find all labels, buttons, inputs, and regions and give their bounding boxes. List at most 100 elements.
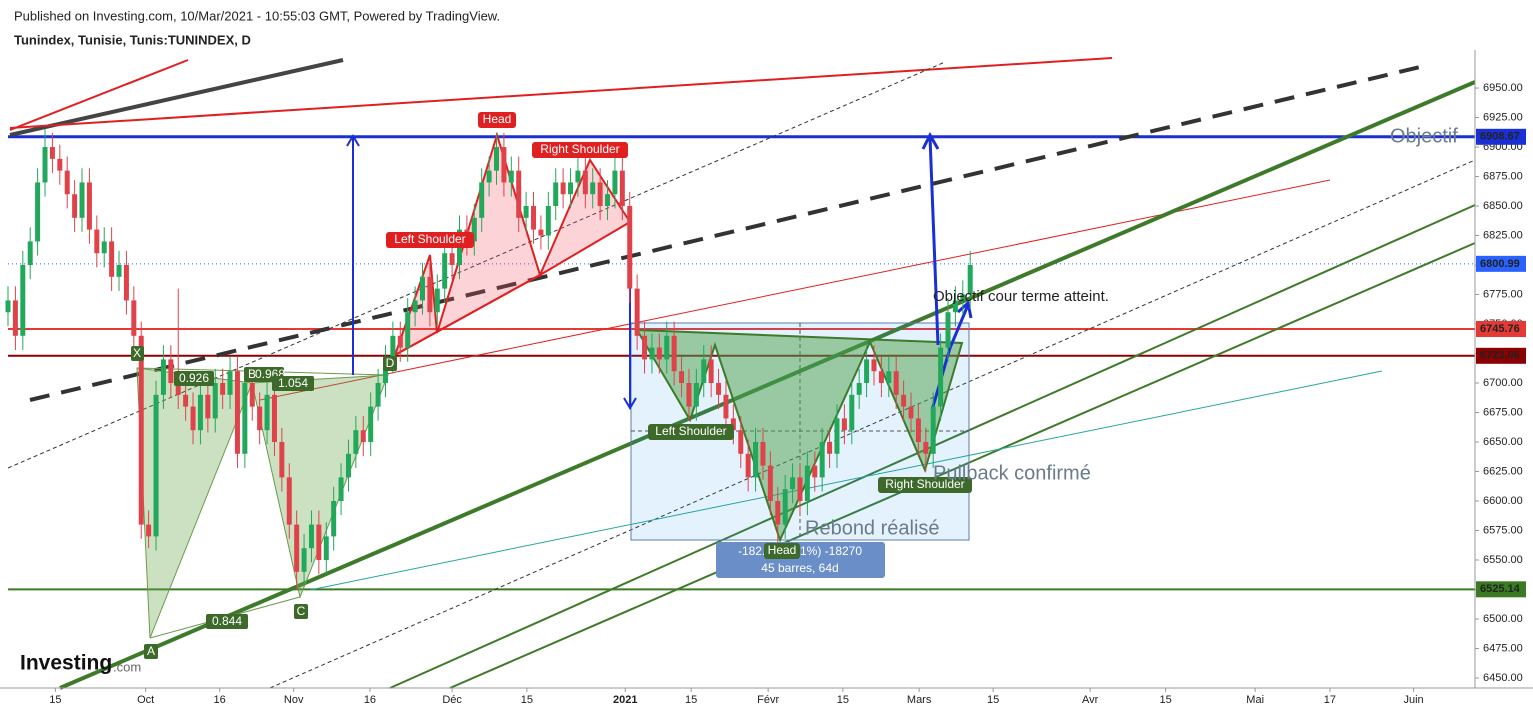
candle-body	[856, 383, 862, 395]
candle-body	[427, 276, 433, 313]
trendline	[269, 159, 1476, 689]
price-label-bg	[1476, 321, 1526, 338]
candle-body	[35, 182, 41, 242]
tag-bg	[206, 614, 248, 629]
candle-body	[471, 217, 477, 242]
candle-body	[397, 335, 403, 348]
x-tick-label: 16	[364, 694, 376, 706]
x-tick-label: Avr	[1082, 694, 1099, 706]
candle-body	[693, 383, 699, 407]
candle-body	[560, 182, 566, 195]
logo: Investing .com	[20, 652, 141, 675]
trendline	[449, 242, 1476, 689]
candle-body	[582, 170, 588, 195]
candle-body	[434, 288, 440, 313]
pattern-point: A	[147, 644, 155, 658]
candle-body	[753, 441, 759, 478]
candle-body	[20, 265, 26, 336]
candle-body	[523, 206, 529, 218]
candle-body	[42, 147, 48, 183]
candle-body	[612, 170, 618, 195]
candle-body	[494, 147, 500, 171]
arrow-head	[956, 300, 973, 319]
arrow-head	[921, 131, 940, 150]
candle-body	[175, 383, 181, 395]
candle-body	[775, 500, 781, 525]
candle-body	[338, 477, 344, 501]
candle-body	[686, 383, 692, 407]
candle-body	[227, 371, 233, 395]
candle-body	[101, 241, 107, 254]
candle-body	[79, 182, 85, 218]
candle-body	[827, 441, 833, 454]
candle-body	[316, 524, 322, 560]
candle-body	[442, 253, 448, 289]
x-tick-label: Juin	[1403, 694, 1423, 706]
candle-body	[834, 418, 840, 454]
candle-body	[168, 359, 174, 384]
candle-body	[516, 170, 522, 218]
candle-body	[249, 383, 255, 407]
candle-body	[930, 406, 936, 454]
candle-body	[301, 548, 307, 572]
candle-body	[812, 465, 818, 478]
candle-body	[160, 359, 166, 395]
tag-bg	[131, 346, 144, 361]
trendline	[259, 179, 1331, 401]
candle-body	[27, 241, 33, 266]
candle-body	[656, 347, 662, 360]
tag-bg	[764, 543, 800, 559]
y-tick-label: 6475.00	[1483, 642, 1523, 654]
candle-body	[375, 383, 381, 407]
candle-body	[72, 194, 78, 218]
candle-body	[664, 335, 670, 360]
pattern-point: D	[386, 356, 395, 370]
candle-body	[738, 430, 744, 454]
candle-body	[264, 394, 270, 431]
candle-body	[331, 500, 337, 537]
axis-labels: 6450.006475.006500.006525.006550.006575.…	[49, 82, 1526, 706]
annotation: Left Shoulder	[655, 424, 726, 438]
target-arrow	[930, 304, 970, 411]
trendline	[9, 58, 344, 137]
annotation: Objectif	[1390, 125, 1458, 147]
annotation: Objectif cour terme atteint.	[933, 288, 1109, 305]
candle-body	[915, 418, 921, 442]
candle-body	[190, 406, 196, 431]
candle-body	[286, 477, 292, 525]
inverse-head-shoulders	[635, 328, 964, 543]
arrow-head	[346, 134, 360, 147]
tag-bg	[144, 644, 158, 659]
price-label: 6800.99	[1480, 258, 1520, 270]
candle-body	[938, 347, 944, 407]
candle-body	[205, 394, 211, 419]
tag-bg	[386, 232, 474, 248]
y-tick-label: 6450.00	[1483, 672, 1523, 684]
pattern-ratio: 0.926	[179, 371, 209, 385]
y-tick-label: 6775.00	[1483, 288, 1523, 300]
candle-body	[449, 253, 455, 266]
candle-body	[901, 394, 907, 407]
tag-bg	[478, 112, 516, 128]
y-tick-label: 6875.00	[1483, 170, 1523, 182]
candle-body	[871, 359, 877, 372]
y-tick-label: 6575.00	[1483, 524, 1523, 536]
candle-body	[671, 335, 677, 372]
candle-body	[730, 418, 736, 431]
y-tick-label: 6825.00	[1483, 229, 1523, 241]
logo-brand: Investing	[20, 652, 112, 675]
candle-body	[538, 229, 544, 236]
candle-body	[501, 147, 507, 183]
target-arrow	[928, 136, 940, 346]
candle-body	[308, 524, 314, 549]
candle-body	[360, 430, 366, 442]
candle-body	[723, 394, 729, 419]
candle-body	[323, 536, 329, 560]
candle-body	[412, 300, 418, 313]
candle-body	[220, 383, 226, 395]
annotation: Head	[483, 112, 512, 126]
candle-body	[819, 441, 825, 478]
y-tick-label: 6625.00	[1483, 465, 1523, 477]
price-label-bg	[1476, 581, 1526, 598]
candle-body	[575, 170, 581, 183]
